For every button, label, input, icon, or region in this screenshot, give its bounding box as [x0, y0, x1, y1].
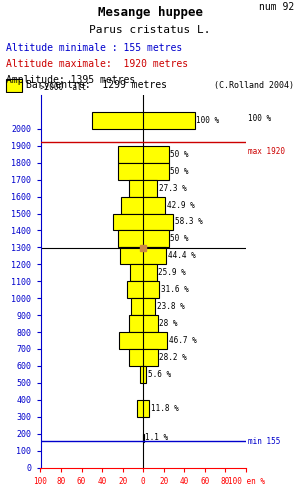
- Text: 25.9 %: 25.9 %: [158, 268, 186, 278]
- Text: 28 %: 28 %: [159, 319, 178, 328]
- Bar: [131, 298, 155, 315]
- Text: 1.1 %: 1.1 %: [146, 434, 169, 442]
- Bar: [113, 214, 173, 230]
- Text: Altitude maximale:  1920 metres: Altitude maximale: 1920 metres: [6, 59, 188, 69]
- Text: 58.3 %: 58.3 %: [175, 218, 203, 226]
- Text: max 1920: max 1920: [248, 148, 285, 156]
- Text: num 92: num 92: [259, 2, 294, 12]
- Text: Mesange huppee: Mesange huppee: [98, 6, 202, 20]
- Bar: [119, 332, 167, 349]
- Bar: [6, 78, 22, 92]
- Text: 28.2 %: 28.2 %: [159, 353, 187, 362]
- Text: Amplitude: 1395 metres: Amplitude: 1395 metres: [6, 75, 135, 85]
- Bar: [130, 264, 157, 281]
- Bar: [129, 349, 158, 366]
- Bar: [129, 180, 157, 196]
- Text: 11.8 %: 11.8 %: [151, 404, 178, 412]
- Text: 42.9 %: 42.9 %: [167, 200, 195, 209]
- Bar: [118, 162, 169, 180]
- Text: >2000  alt: >2000 alt: [40, 82, 87, 92]
- Bar: [118, 146, 169, 162]
- Bar: [129, 315, 158, 332]
- Text: min 155: min 155: [248, 437, 280, 446]
- Text: 23.8 %: 23.8 %: [157, 302, 185, 311]
- Bar: [143, 434, 144, 442]
- Text: 50 %: 50 %: [170, 166, 189, 175]
- Text: Altitude minimale : 155 metres: Altitude minimale : 155 metres: [6, 44, 182, 54]
- Text: 31.6 %: 31.6 %: [161, 285, 189, 294]
- Bar: [121, 196, 165, 214]
- Bar: [127, 281, 160, 298]
- Text: (C.Rolland 2004): (C.Rolland 2004): [214, 80, 294, 90]
- Bar: [92, 112, 195, 129]
- Text: 100 %: 100 %: [248, 114, 271, 123]
- Text: 5.6 %: 5.6 %: [148, 370, 171, 379]
- Text: Parus cristatus L.: Parus cristatus L.: [89, 25, 211, 35]
- Text: Barycentre:  1299 metres: Barycentre: 1299 metres: [26, 80, 166, 90]
- Text: 50 %: 50 %: [170, 234, 189, 244]
- Bar: [118, 230, 169, 248]
- Text: 27.3 %: 27.3 %: [159, 184, 187, 192]
- Text: 50 %: 50 %: [170, 150, 189, 159]
- Bar: [140, 366, 146, 383]
- Text: 44.4 %: 44.4 %: [168, 252, 195, 260]
- Bar: [120, 248, 166, 264]
- Text: 100 %: 100 %: [196, 116, 219, 125]
- Bar: [137, 400, 149, 416]
- Text: 46.7 %: 46.7 %: [169, 336, 196, 345]
